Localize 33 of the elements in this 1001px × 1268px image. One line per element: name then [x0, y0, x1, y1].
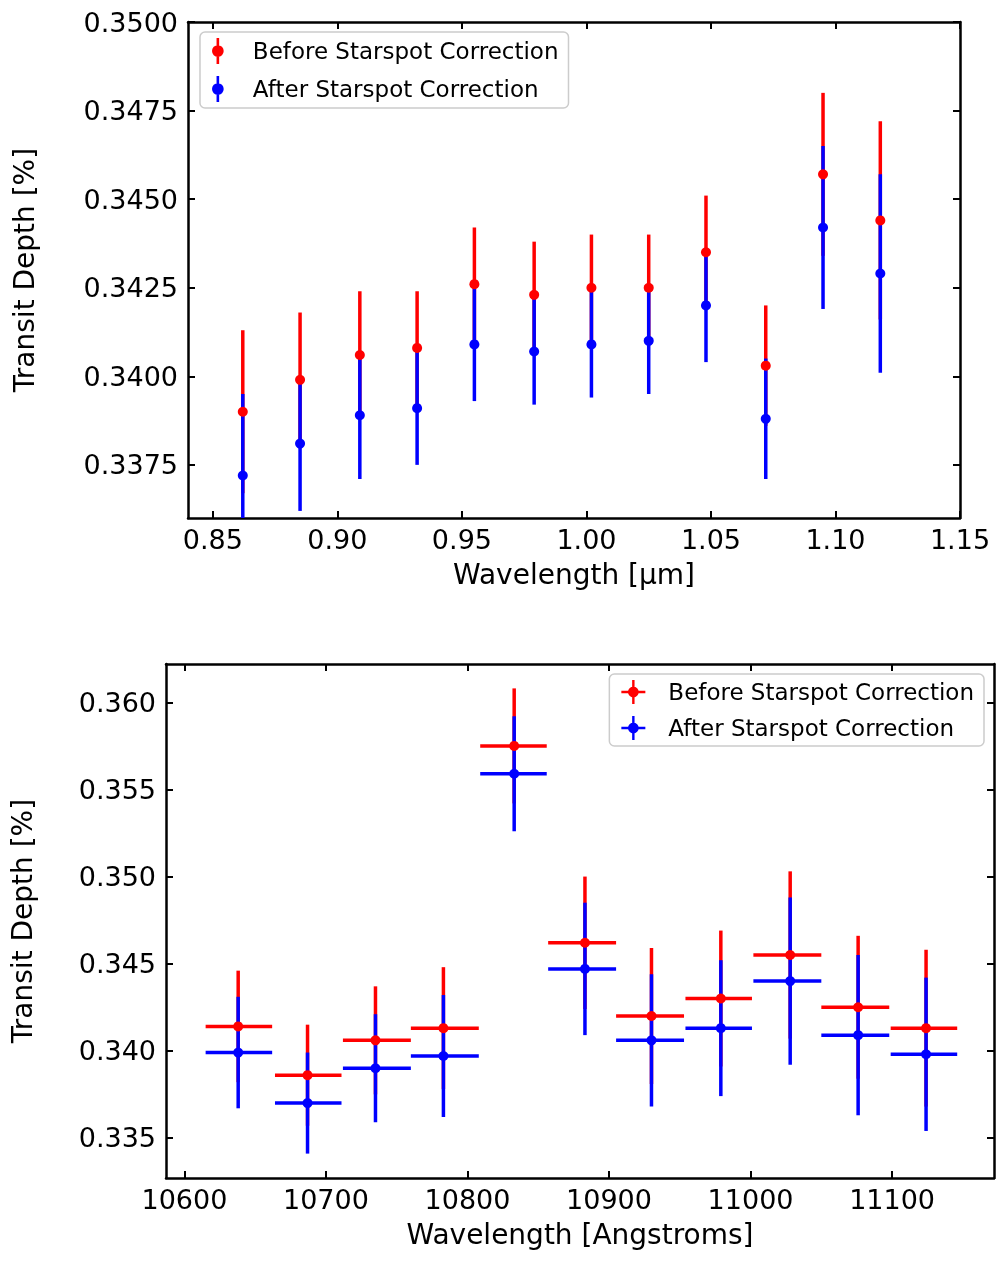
- legend-label: Before Starspot Correction: [668, 679, 975, 705]
- y-tick-label: 0.3475: [83, 95, 178, 127]
- y-tick-label: 0.345: [78, 948, 156, 980]
- legend-label: Before Starspot Correction: [252, 38, 559, 64]
- y-tick-label: 0.3375: [83, 449, 178, 481]
- y-tick-label: 0.335: [78, 1122, 156, 1154]
- y-tick-label: 0.355: [78, 773, 156, 805]
- y-tick-label: 0.360: [78, 686, 156, 718]
- x-tick-label: 11100: [849, 1184, 936, 1215]
- x-axis-title: Wavelength [μm]: [453, 557, 695, 591]
- x-tick-label: 1.05: [680, 524, 742, 555]
- x-tick-label: 1.15: [929, 524, 991, 555]
- x-tick-label: 10800: [424, 1184, 511, 1215]
- x-tick-label: 10700: [282, 1184, 369, 1215]
- y-tick-label: 0.3425: [83, 272, 178, 304]
- x-tick-label: 0.90: [307, 524, 368, 555]
- x-tick-label: 10600: [141, 1184, 228, 1215]
- y-tick-label: 0.3500: [83, 6, 178, 38]
- legend-label: After Starspot Correction: [252, 76, 539, 102]
- y-tick-label: 0.3400: [83, 360, 178, 392]
- x-tick-label: 11000: [707, 1184, 794, 1215]
- y-tick-label: 0.3450: [83, 183, 178, 215]
- y-tick-label: 0.340: [78, 1035, 156, 1067]
- x-axis-title: Wavelength [Angstroms]: [406, 1217, 754, 1251]
- y-axis-title: Transit Depth [%]: [7, 147, 41, 394]
- x-tick-label: 1.00: [556, 524, 617, 555]
- x-tick-label: 0.85: [182, 524, 243, 555]
- x-tick-label: 1.10: [805, 524, 866, 555]
- y-axis-title: Transit Depth [%]: [5, 798, 39, 1045]
- x-tick-label: 10900: [566, 1184, 652, 1215]
- x-tick-label: 0.95: [431, 524, 492, 555]
- legend-label: After Starspot Correction: [668, 715, 955, 741]
- y-tick-label: 0.350: [78, 861, 156, 893]
